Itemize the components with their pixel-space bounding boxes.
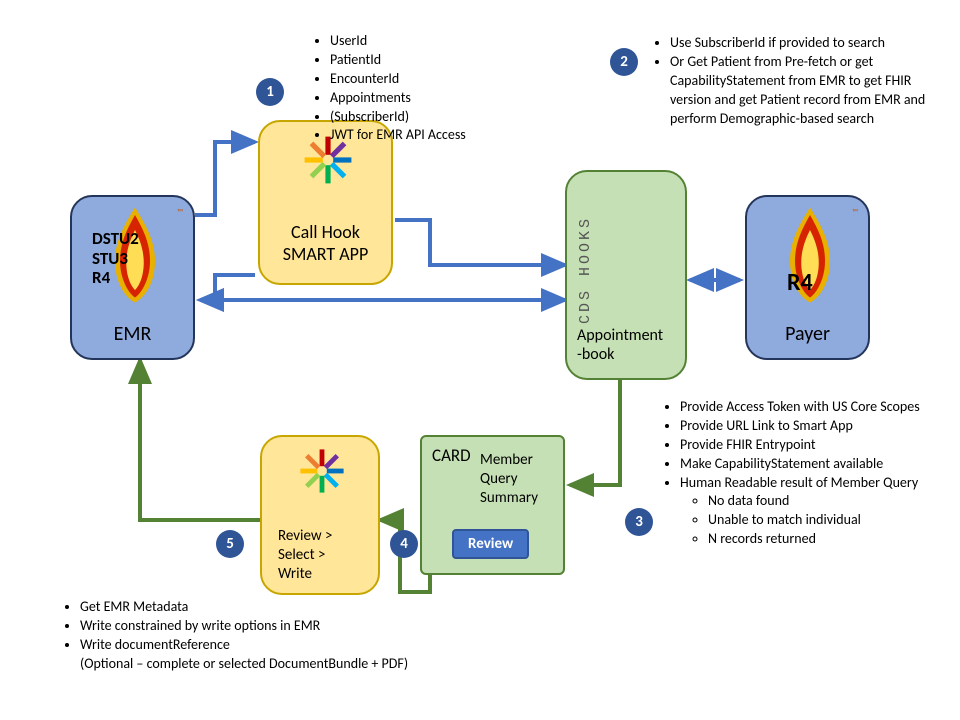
review-l1: Review > (278, 527, 332, 546)
card-sub1: Member (480, 451, 538, 470)
node-appointment: CDS HOOKS Appointment -book (565, 170, 687, 380)
review-button[interactable]: Review (452, 529, 529, 559)
smart-line1: Call Hook (260, 222, 391, 244)
card-sub2: Query (480, 470, 538, 489)
badge-2: 2 (610, 48, 638, 76)
payer-title: Payer (747, 322, 868, 346)
badge-3: 3 (625, 508, 653, 536)
node-emr: ™ DSTU2 STU3 R4 EMR (70, 195, 195, 360)
card-title: CARD (432, 445, 471, 466)
emr-title: EMR (72, 322, 193, 346)
review-l2: Select > (278, 546, 332, 565)
node-review: Review > Select > Write (260, 435, 380, 595)
emr-ver-1: STU3 (92, 249, 139, 269)
emr-ver-0: DSTU2 (92, 229, 139, 249)
appt-line1: Appointment (577, 327, 679, 345)
node-card: CARD Member Query Summary Review (420, 435, 565, 575)
bullets-3: Provide Access Token with US Core Scopes… (660, 398, 955, 549)
badge-1: 1 (256, 78, 284, 106)
smart-line2: SMART APP (260, 244, 391, 266)
bullets-2: Use SubscriberId if provided to searchOr… (650, 34, 950, 128)
badge-4: 4 (390, 530, 418, 558)
emr-ver-2: R4 (92, 268, 139, 288)
asterisk-icon (298, 447, 346, 495)
card-sub3: Summary (480, 489, 538, 508)
bullets-1: UserIdPatientIdEncounterIdAppointments(S… (310, 32, 560, 145)
payer-ver: R4 (787, 269, 813, 297)
appt-line2: -book (577, 346, 679, 364)
bullets-5: Get EMR MetadataWrite constrained by wri… (60, 598, 520, 674)
badge-5: 5 (216, 530, 244, 558)
review-l3: Write (278, 565, 332, 584)
node-payer: ™ R4 Payer (745, 195, 870, 360)
